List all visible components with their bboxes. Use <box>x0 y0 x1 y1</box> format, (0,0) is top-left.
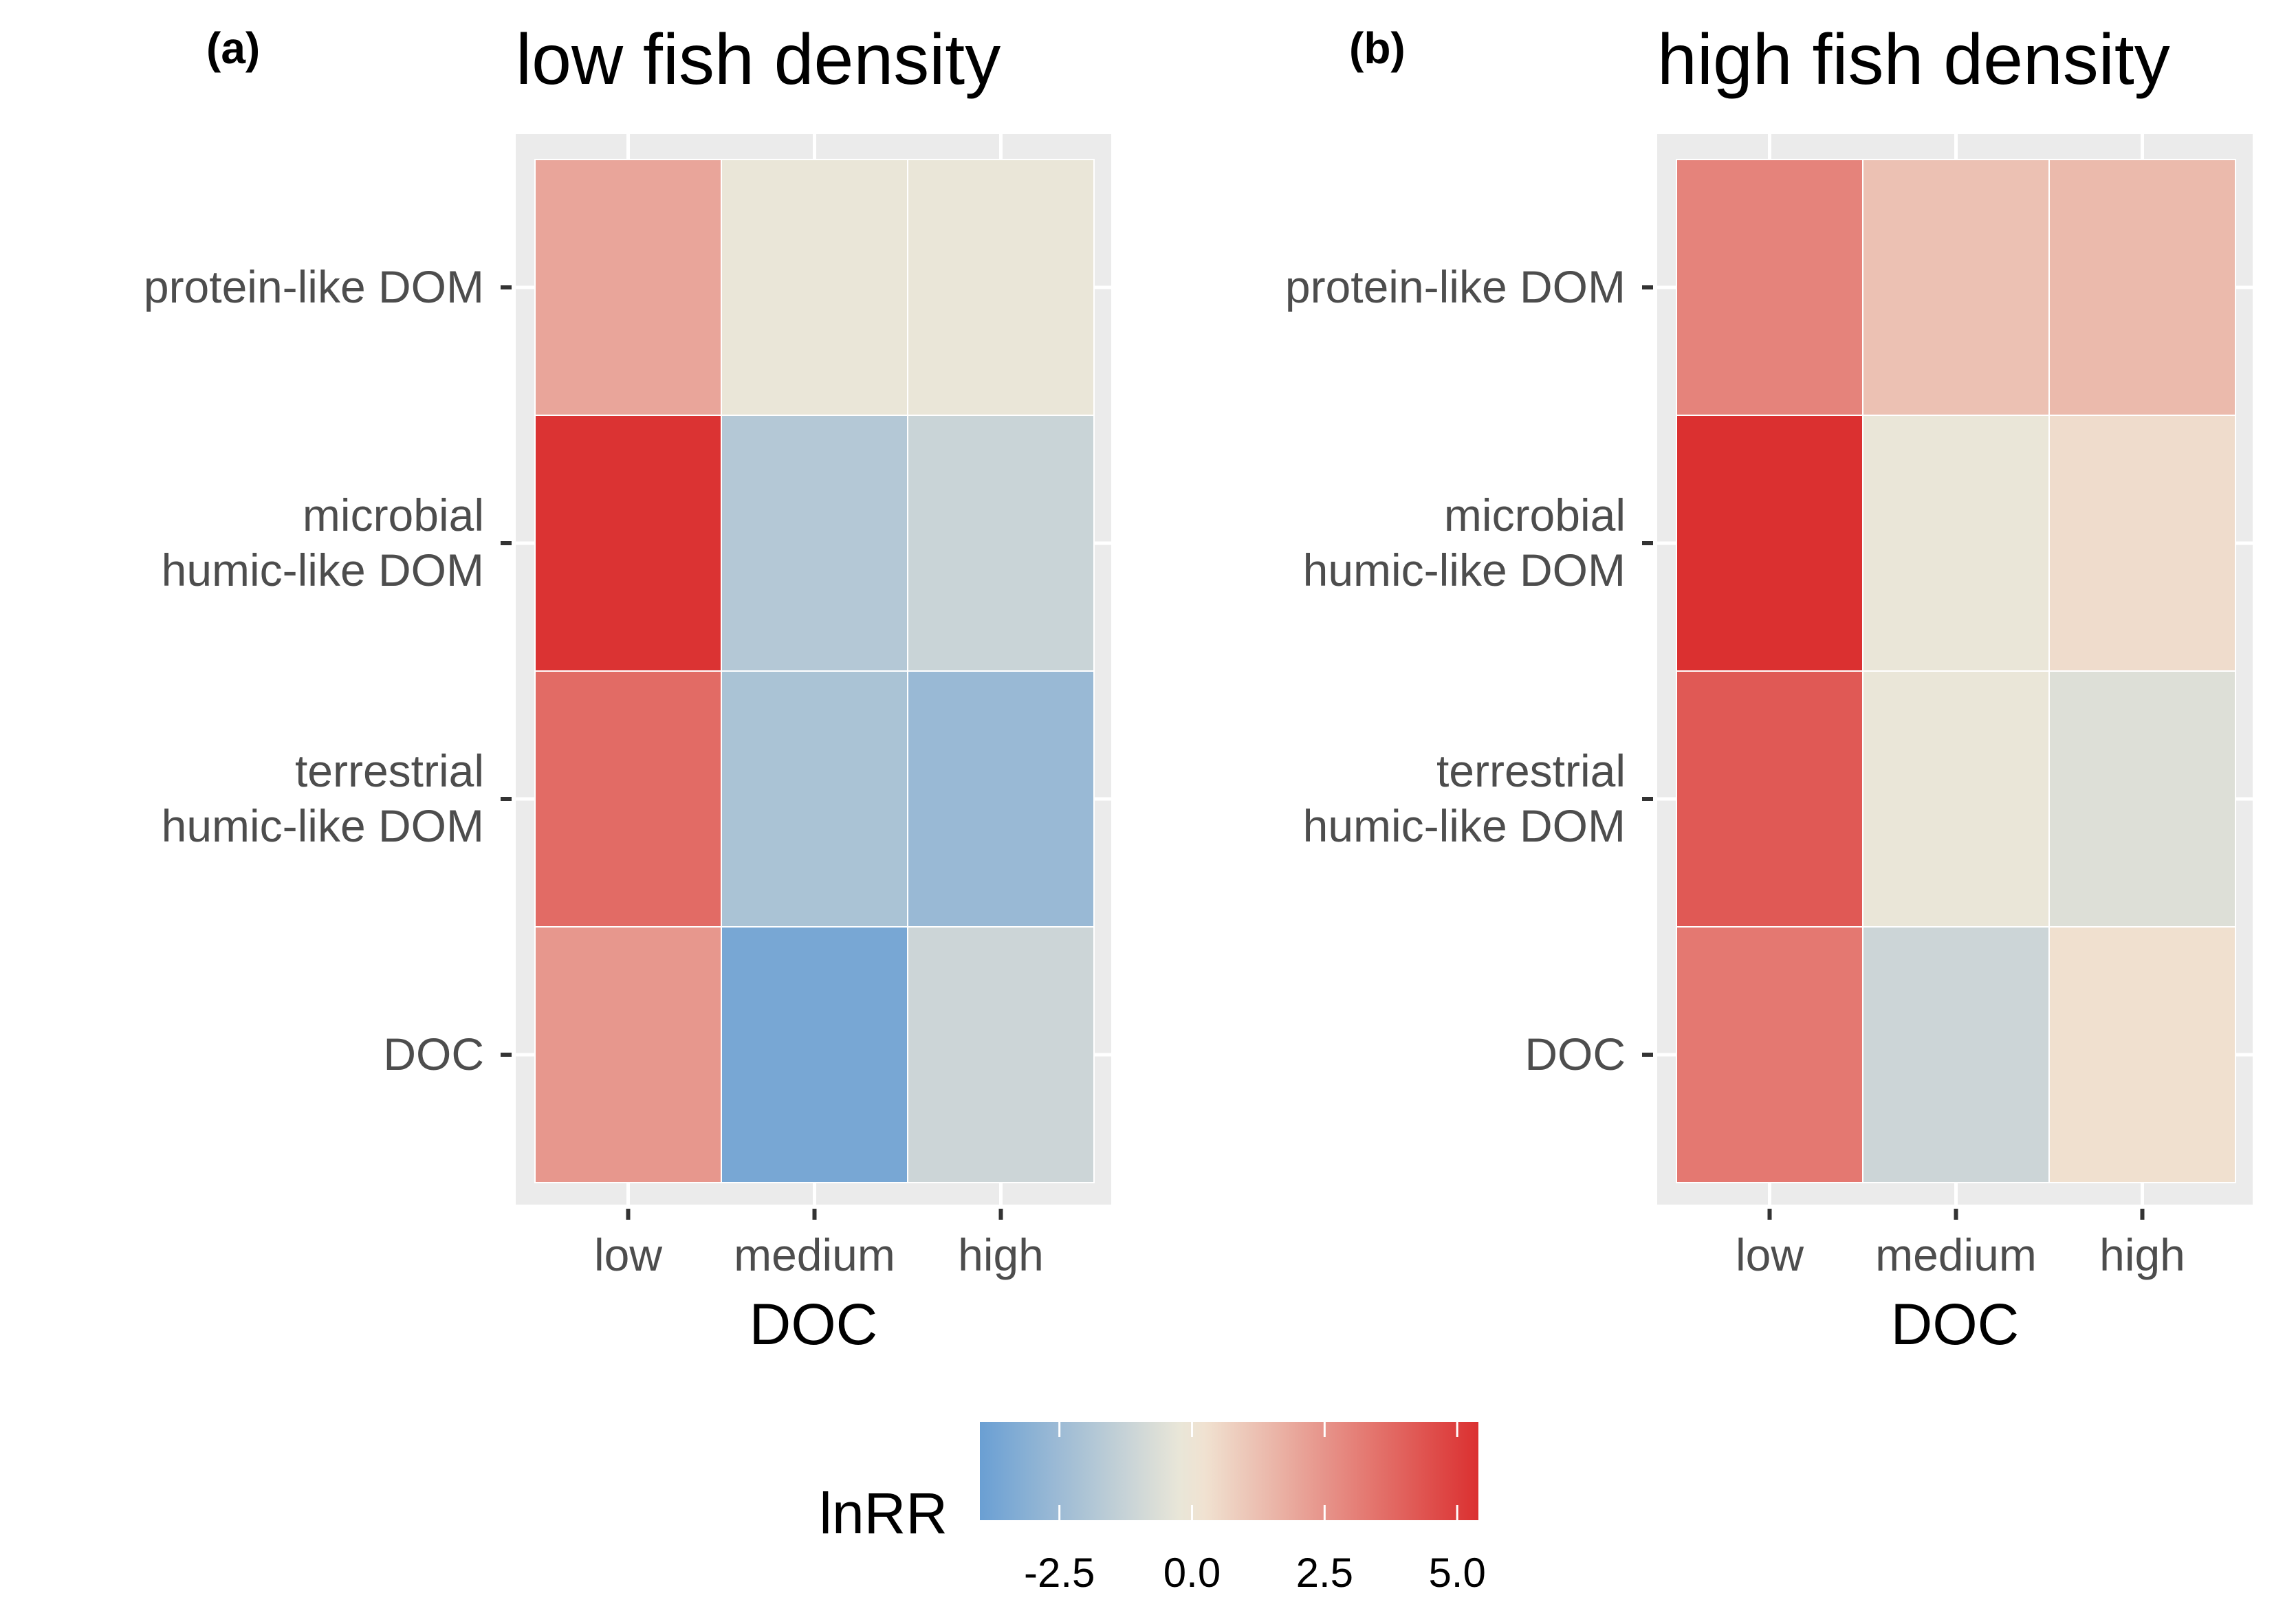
x-tick-label: medium <box>1875 1229 2037 1280</box>
x-tick-label: low <box>1736 1229 1804 1280</box>
heatmap-cell <box>1676 415 1863 672</box>
panel-tag: (b) <box>1349 23 1406 73</box>
panel-a: (a) low fish density protein-like DOM micro… <box>144 20 1111 1357</box>
heatmap-cell <box>907 159 1095 416</box>
x-tick-label: low <box>594 1229 662 1280</box>
heatmap-cell <box>534 415 722 672</box>
panel-tag: (a) <box>206 23 260 73</box>
heatmap-cell <box>1862 670 2050 928</box>
heatmap-cell <box>1862 926 2050 1183</box>
panel-title: low fish density <box>516 20 1001 100</box>
y-tick-label: DOC <box>383 1029 484 1079</box>
y-tick-label-line: humic-like DOM <box>162 800 484 851</box>
legend-tick-label: 0.0 <box>1163 1550 1221 1596</box>
y-tick-label: terrestrial humic-like DOM <box>1303 745 1626 851</box>
y-tick-label-line: microbial <box>303 490 484 540</box>
x-axis-label: DOC <box>1891 1292 2020 1357</box>
heatmap-cell <box>1676 159 1863 416</box>
y-tick-label-line: protein-like DOM <box>144 261 484 312</box>
heatmap-cell <box>2048 670 2236 928</box>
panel-b: (b) high fish density protein-like DOM micr… <box>1285 20 2253 1357</box>
heatmap-cell <box>907 670 1095 928</box>
y-tick-label-line: DOC <box>1524 1029 1626 1079</box>
heatmap-cell <box>534 159 722 416</box>
heatmap-cell <box>907 926 1095 1183</box>
legend-colorbar <box>980 1422 1478 1520</box>
y-tick-label-line: humic-like DOM <box>1303 545 1626 595</box>
heatmap-cell <box>721 926 908 1183</box>
heatmap-cell <box>721 159 908 416</box>
x-axis-label: DOC <box>750 1292 878 1357</box>
legend: lnRR -2.5 0.0 2.5 5.0 <box>819 1422 1486 1596</box>
y-tick-label-line: terrestrial <box>295 745 484 796</box>
heatmap-cell <box>1676 670 1863 928</box>
y-tick-label-line: DOC <box>383 1029 484 1079</box>
y-tick-label: protein-like DOM <box>1285 261 1626 312</box>
legend-tick-label: 5.0 <box>1428 1550 1485 1596</box>
y-tick-label: microbial humic-like DOM <box>162 490 484 595</box>
heatmap-cell <box>721 670 908 928</box>
legend-tick-label: 2.5 <box>1296 1550 1353 1596</box>
heatmap-cell <box>1862 159 2050 416</box>
y-tick-label: terrestrial humic-like DOM <box>162 745 484 851</box>
x-tick-label: high <box>958 1229 1044 1280</box>
panel-title: high fish density <box>1657 20 2170 100</box>
heatmap-cell <box>2048 159 2236 416</box>
heatmap-cell <box>1862 415 2050 672</box>
legend-tick-label: -2.5 <box>1024 1550 1095 1596</box>
heatmap-cell <box>534 670 722 928</box>
heatmap-cell <box>907 415 1095 672</box>
x-tick-label: medium <box>734 1229 895 1280</box>
heatmap-cell <box>2048 415 2236 672</box>
heatmap-cell <box>1676 926 1863 1183</box>
y-tick-label-line: protein-like DOM <box>1285 261 1626 312</box>
heatmap-cell <box>534 926 722 1183</box>
heatmap-cell <box>721 415 908 672</box>
y-tick-label: DOC <box>1524 1029 1626 1079</box>
y-tick-label-line: terrestrial <box>1436 745 1626 796</box>
y-tick-label: protein-like DOM <box>144 261 484 312</box>
y-tick-label: microbial humic-like DOM <box>1303 490 1626 595</box>
x-tick-label: high <box>2099 1229 2185 1280</box>
y-tick-label-line: microbial <box>1444 490 1626 540</box>
heatmap-cell <box>2048 926 2236 1183</box>
y-tick-label-line: humic-like DOM <box>162 545 484 595</box>
y-tick-label-line: humic-like DOM <box>1303 800 1626 851</box>
legend-title: lnRR <box>819 1481 948 1546</box>
